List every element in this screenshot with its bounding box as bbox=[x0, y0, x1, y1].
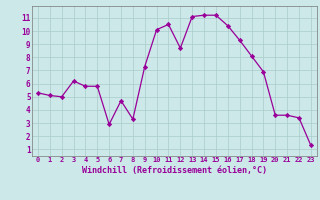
X-axis label: Windchill (Refroidissement éolien,°C): Windchill (Refroidissement éolien,°C) bbox=[82, 166, 267, 175]
